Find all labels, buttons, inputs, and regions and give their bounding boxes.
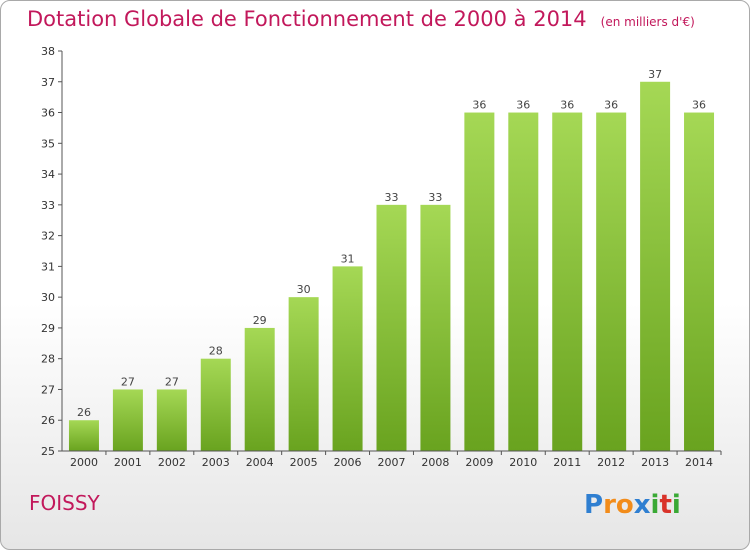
proxiti-logo: Proxiti	[584, 490, 681, 520]
x-tick-label: 2007	[378, 456, 406, 469]
bar-2006	[332, 266, 363, 451]
y-tick-label: 35	[41, 137, 55, 150]
data-label: 29	[253, 314, 267, 327]
y-tick-label: 28	[41, 353, 55, 366]
x-tick-label: 2011	[553, 456, 581, 469]
logo-letter: x	[633, 490, 651, 520]
x-tick-label: 2000	[70, 456, 98, 469]
x-tick-label: 2014	[685, 456, 713, 469]
y-tick-label: 37	[41, 76, 55, 89]
y-tick-label: 34	[41, 168, 55, 181]
x-tick-label: 2001	[114, 456, 142, 469]
data-label: 30	[297, 283, 311, 296]
data-label: 36	[692, 99, 706, 112]
x-tick-label: 2010	[509, 456, 537, 469]
logo-letter: i	[650, 490, 660, 520]
data-label: 36	[516, 99, 530, 112]
x-tick-label: 2005	[290, 456, 318, 469]
bar-2001	[112, 389, 143, 451]
y-tick-label: 27	[41, 383, 55, 396]
y-tick-label: 33	[41, 199, 55, 212]
x-tick-label: 2008	[421, 456, 449, 469]
y-tick-label: 25	[41, 445, 55, 458]
x-tick-label: 2003	[202, 456, 230, 469]
chart-title: Dotation Globale de Fonctionnement de 20…	[27, 7, 695, 31]
bar-2002	[156, 389, 187, 451]
y-tick-label: 32	[41, 230, 55, 243]
bar-2014	[684, 112, 715, 452]
data-label: 27	[121, 375, 135, 388]
x-tick-label: 2009	[465, 456, 493, 469]
x-tick-label: 2004	[246, 456, 274, 469]
bar-2009	[464, 112, 495, 452]
bar-2012	[596, 112, 627, 452]
logo-letter: r	[603, 490, 616, 520]
x-tick-label: 2012	[597, 456, 625, 469]
bar-2003	[200, 358, 231, 451]
data-label: 31	[341, 252, 355, 265]
y-tick-label: 30	[41, 291, 55, 304]
y-tick-label: 36	[41, 107, 55, 120]
logo-letter: P	[584, 490, 604, 520]
bar-2013	[640, 81, 671, 452]
bar-2000	[68, 420, 99, 451]
bar-2008	[420, 204, 451, 451]
commune-name: FOISSY	[29, 491, 100, 515]
logo-letter: i	[671, 490, 681, 520]
y-tick-label: 31	[41, 260, 55, 273]
unit-label: (en milliers d'€)	[600, 15, 695, 29]
data-label: 28	[209, 345, 223, 358]
data-label: 36	[560, 99, 574, 112]
x-tick-label: 2002	[158, 456, 186, 469]
x-tick-label: 2006	[334, 456, 362, 469]
data-label: 36	[472, 99, 486, 112]
x-tick-label: 2013	[641, 456, 669, 469]
data-label: 33	[385, 191, 399, 204]
bar-2007	[376, 204, 407, 451]
title-text: Dotation Globale de Fonctionnement de 20…	[27, 7, 587, 31]
bar-2010	[508, 112, 539, 452]
data-label: 27	[165, 375, 179, 388]
y-tick-label: 29	[41, 322, 55, 335]
bar-2011	[552, 112, 583, 452]
bar-2005	[288, 297, 319, 451]
y-tick-label: 26	[41, 414, 55, 427]
logo-letter: t	[659, 490, 672, 520]
data-label: 36	[604, 99, 618, 112]
data-label: 26	[77, 406, 91, 419]
data-label: 37	[648, 68, 662, 81]
logo-letter: o	[615, 490, 634, 520]
y-tick-label: 38	[41, 45, 55, 58]
data-label: 33	[428, 191, 442, 204]
bar-2004	[244, 327, 275, 451]
